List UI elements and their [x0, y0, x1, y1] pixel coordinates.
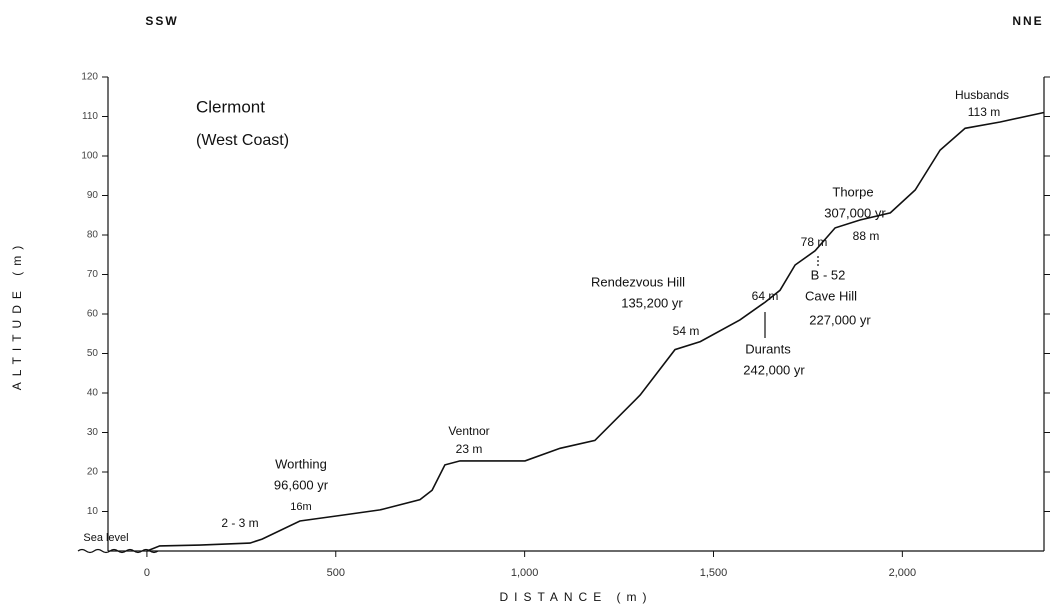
- y-tick-label: 90: [87, 190, 99, 201]
- annotation: 23 m: [456, 442, 483, 456]
- y-tick-label: 80: [87, 230, 99, 241]
- annotation: NNE: [1012, 14, 1043, 28]
- annotation: 16m: [290, 501, 311, 513]
- annotation: Worthing: [275, 456, 327, 471]
- annotation: B - 52: [811, 267, 846, 282]
- y-tick-label: 70: [87, 269, 99, 280]
- annotation: SSW: [145, 14, 178, 28]
- annotation: Sea level: [83, 532, 128, 544]
- y-tick-label: 20: [87, 467, 99, 478]
- annotation: 227,000 yr: [809, 312, 871, 327]
- y-tick-label: 60: [87, 309, 99, 320]
- annotation: 88 m: [853, 229, 880, 243]
- y-tick-label: 100: [81, 151, 98, 162]
- annotation: Thorpe: [832, 184, 873, 199]
- y-tick-label: 120: [81, 72, 98, 83]
- y-axis-label: ALTITUDE (m): [10, 240, 24, 390]
- x-tick-label: 2,000: [889, 567, 917, 579]
- annotation: 96,600 yr: [274, 477, 329, 492]
- annotation: (West Coast): [196, 132, 289, 149]
- annotation: Clermont: [196, 97, 265, 116]
- annotation: Cave Hill: [805, 288, 857, 303]
- annotation: Ventnor: [448, 424, 489, 438]
- annotation: 113 m: [968, 105, 1000, 119]
- annotation: 242,000 yr: [743, 362, 805, 377]
- annotation: 54 m: [673, 324, 700, 338]
- x-axis-label: DISTANCE (m): [499, 590, 652, 604]
- y-tick-label: 10: [87, 506, 99, 517]
- x-tick-label: 500: [327, 567, 345, 579]
- annotation: Rendezvous Hill: [591, 274, 685, 289]
- annotation: 135,200 yr: [621, 295, 683, 310]
- y-tick-label: 50: [87, 348, 99, 359]
- annotation: 78 m: [801, 235, 828, 249]
- annotation: 307,000 yr: [824, 205, 886, 220]
- x-tick-label: 1,000: [511, 567, 539, 579]
- y-tick-label: 30: [87, 427, 99, 438]
- annotation: 2 - 3 m: [221, 516, 258, 530]
- x-tick-label: 1,500: [700, 567, 728, 579]
- annotation: Husbands: [955, 88, 1009, 102]
- sea-level-wave: [77, 548, 159, 554]
- x-tick-label: 0: [144, 567, 150, 579]
- y-tick-label: 110: [82, 111, 98, 122]
- profile-line: [146, 111, 1045, 552]
- annotation: Durants: [745, 341, 791, 356]
- y-tick-label: 40: [87, 388, 99, 399]
- annotation: 64 m: [752, 289, 779, 303]
